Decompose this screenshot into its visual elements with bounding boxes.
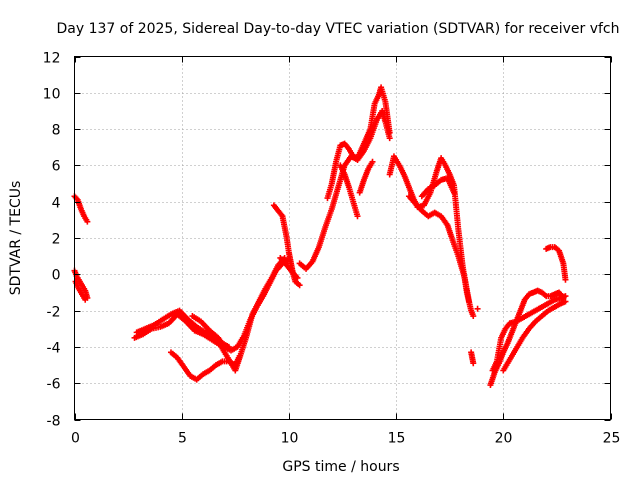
x-tick-label: 10 <box>281 431 299 447</box>
data-point <box>470 360 477 367</box>
y-tick-label: -6 <box>47 377 61 393</box>
series-seg-k <box>324 84 393 202</box>
x-tick-label: 5 <box>178 431 187 447</box>
series-seg-p <box>418 175 457 200</box>
series-seg-l <box>337 162 361 220</box>
x-tick-label: 0 <box>71 431 80 447</box>
x-tick-label: 20 <box>495 431 513 447</box>
data-point <box>84 218 91 225</box>
y-tick-label: 12 <box>43 51 61 67</box>
data-point <box>465 298 472 305</box>
y-tick-label: -8 <box>47 414 61 430</box>
y-tick-label: 8 <box>52 123 61 139</box>
y-tick-label: 10 <box>43 87 61 103</box>
data-point <box>470 313 477 320</box>
data-point <box>450 189 457 196</box>
series-seg-u <box>500 298 569 374</box>
x-axis-label: GPS time / hours <box>282 459 399 475</box>
series-seg-c <box>72 278 89 303</box>
data-point <box>562 298 569 305</box>
series-seg-g <box>189 256 292 354</box>
y-tick-label: 6 <box>52 159 61 175</box>
series-seg-d <box>131 254 288 374</box>
tick-labels: 0 5 10 15 20 25 -8 -6 -4 -2 0 2 4 6 8 10 12 <box>43 51 621 447</box>
data-point <box>386 135 393 142</box>
data-point <box>354 213 361 220</box>
data-point <box>236 352 243 359</box>
series-seg-a <box>71 193 91 225</box>
series-seg-i <box>277 254 301 281</box>
data-point <box>294 274 301 281</box>
grid <box>74 56 611 420</box>
y-tick-label: 2 <box>52 232 61 248</box>
series-seg-v <box>543 244 569 283</box>
chart-title: Day 137 of 2025, Sidereal Day-to-day VTE… <box>56 21 619 37</box>
data-point <box>562 276 569 283</box>
series-seg-r <box>468 349 477 367</box>
series-seg-f <box>167 349 243 383</box>
data-point <box>82 296 89 303</box>
y-tick-label: 0 <box>52 268 61 284</box>
series-seg-t <box>489 293 569 374</box>
series-seg-j <box>296 107 393 272</box>
axis-ticks <box>74 56 612 421</box>
series-seg-q <box>474 305 481 312</box>
data-point <box>474 305 481 312</box>
data-points <box>71 84 569 389</box>
data-point <box>562 293 569 300</box>
data-point <box>369 158 376 165</box>
x-tick-label: 15 <box>388 431 406 447</box>
series-seg-o <box>405 193 472 305</box>
series-seg-m <box>356 158 376 196</box>
y-axis-label: SDTVAR / TECUs <box>8 181 24 296</box>
series-seg-n <box>386 153 477 320</box>
data-point <box>386 129 393 136</box>
y-tick-label: -2 <box>47 305 61 321</box>
y-tick-label: -4 <box>47 341 61 357</box>
data-point <box>296 282 303 289</box>
y-tick-label: 4 <box>52 196 61 212</box>
x-tick-label: 25 <box>603 431 621 447</box>
